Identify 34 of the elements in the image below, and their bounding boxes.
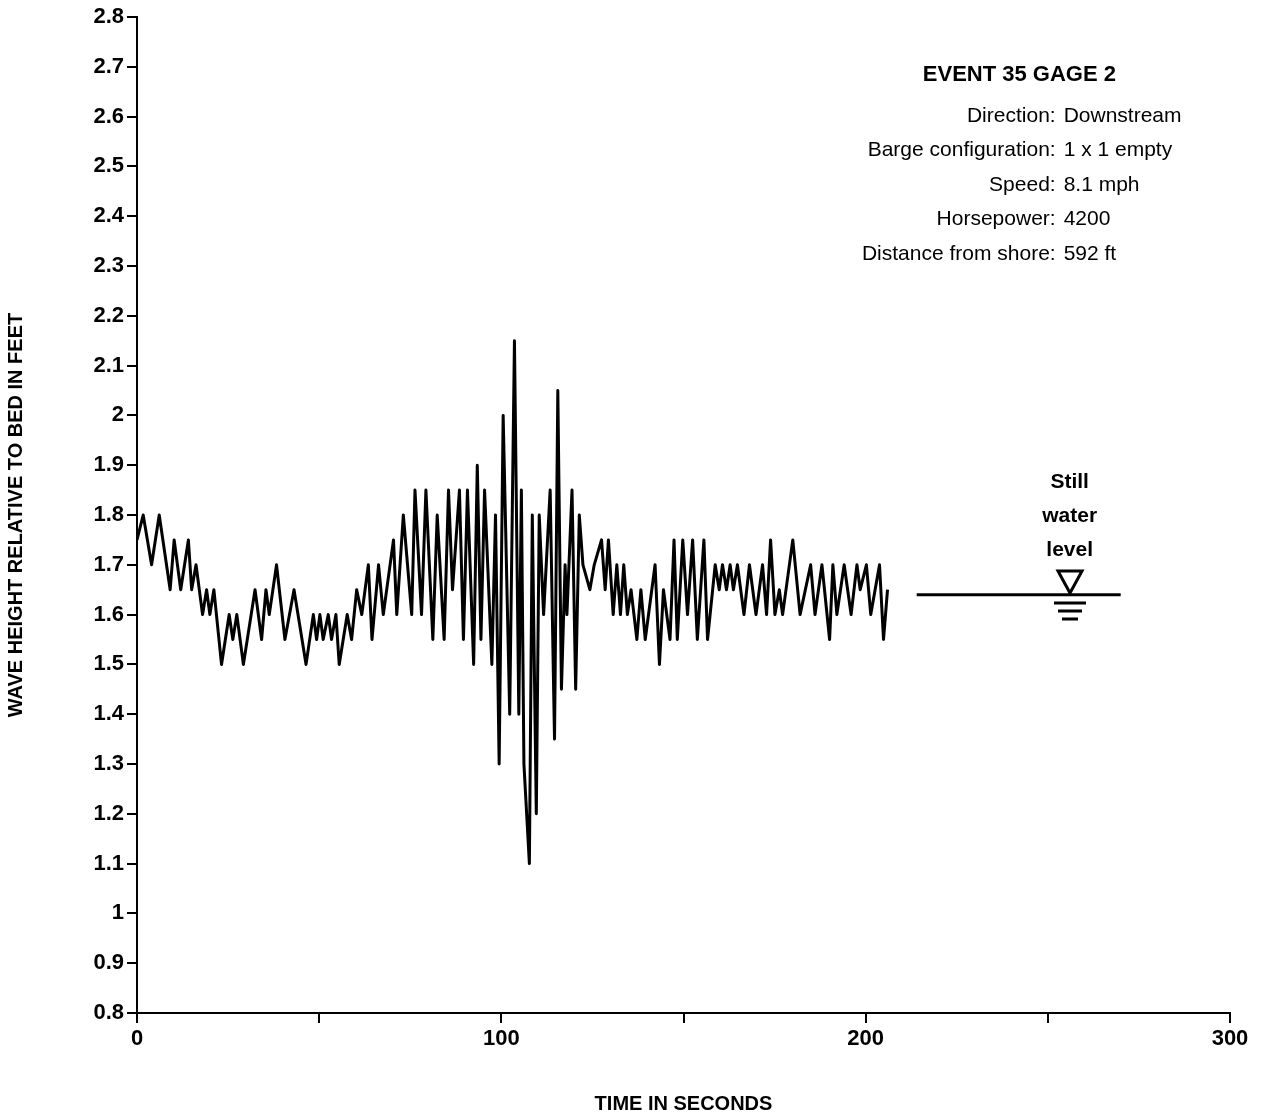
x-tick-label: 200: [847, 1025, 885, 1051]
y-tick-label: 2.8: [93, 3, 124, 29]
y-tick-label: 0.8: [93, 999, 124, 1025]
y-tick-label: 1.7: [93, 550, 124, 576]
y-tick-label: 2.3: [93, 252, 124, 278]
y-tick-label: 1.9: [93, 451, 124, 477]
y-tick-label: 1.2: [93, 799, 124, 825]
y-tick-label: 1.6: [93, 600, 124, 626]
annotation: Horsepower: 4200: [936, 206, 1111, 230]
x-tick-label: 300: [1211, 1025, 1249, 1051]
y-tick-label: 2.7: [93, 52, 124, 78]
y-tick-label: 1.5: [93, 650, 124, 676]
annotation: Direction: Downstream: [966, 102, 1182, 126]
y-tick-label: 1: [111, 899, 124, 925]
y-tick-label: 2.4: [93, 202, 125, 228]
y-tick-label: 1.4: [93, 700, 125, 726]
y-tick-label: 0.9: [93, 949, 124, 975]
y-tick-label: 2.2: [93, 301, 124, 327]
x-tick-label: 0: [130, 1025, 144, 1051]
y-tick-label: 1.3: [93, 750, 124, 776]
x-tick-label: 100: [482, 1025, 520, 1051]
y-tick-label: 1.8: [93, 501, 124, 527]
annotation: Still water level: [1041, 469, 1098, 561]
y-tick-label: 2.6: [93, 102, 124, 128]
y-tick-label: 2.5: [93, 152, 124, 178]
y-tick-label: 1.1: [93, 849, 124, 875]
text: EVENT 35 GAGE 2: [922, 61, 1116, 87]
annotation: Barge configuration: 1 x 1 empty: [867, 137, 1173, 161]
y-tick-label: 2: [111, 401, 124, 427]
x-axis-title: TIME IN SECONDS: [594, 1091, 773, 1114]
y-tick-label: 2.1: [93, 351, 124, 377]
annotation: Speed: 8.1 mph: [989, 171, 1140, 195]
annotation: Distance from shore: 592 ft: [861, 240, 1117, 264]
y-axis-title: WAVE HEIGHT RELATIVE TO BED IN FEET: [3, 312, 26, 718]
